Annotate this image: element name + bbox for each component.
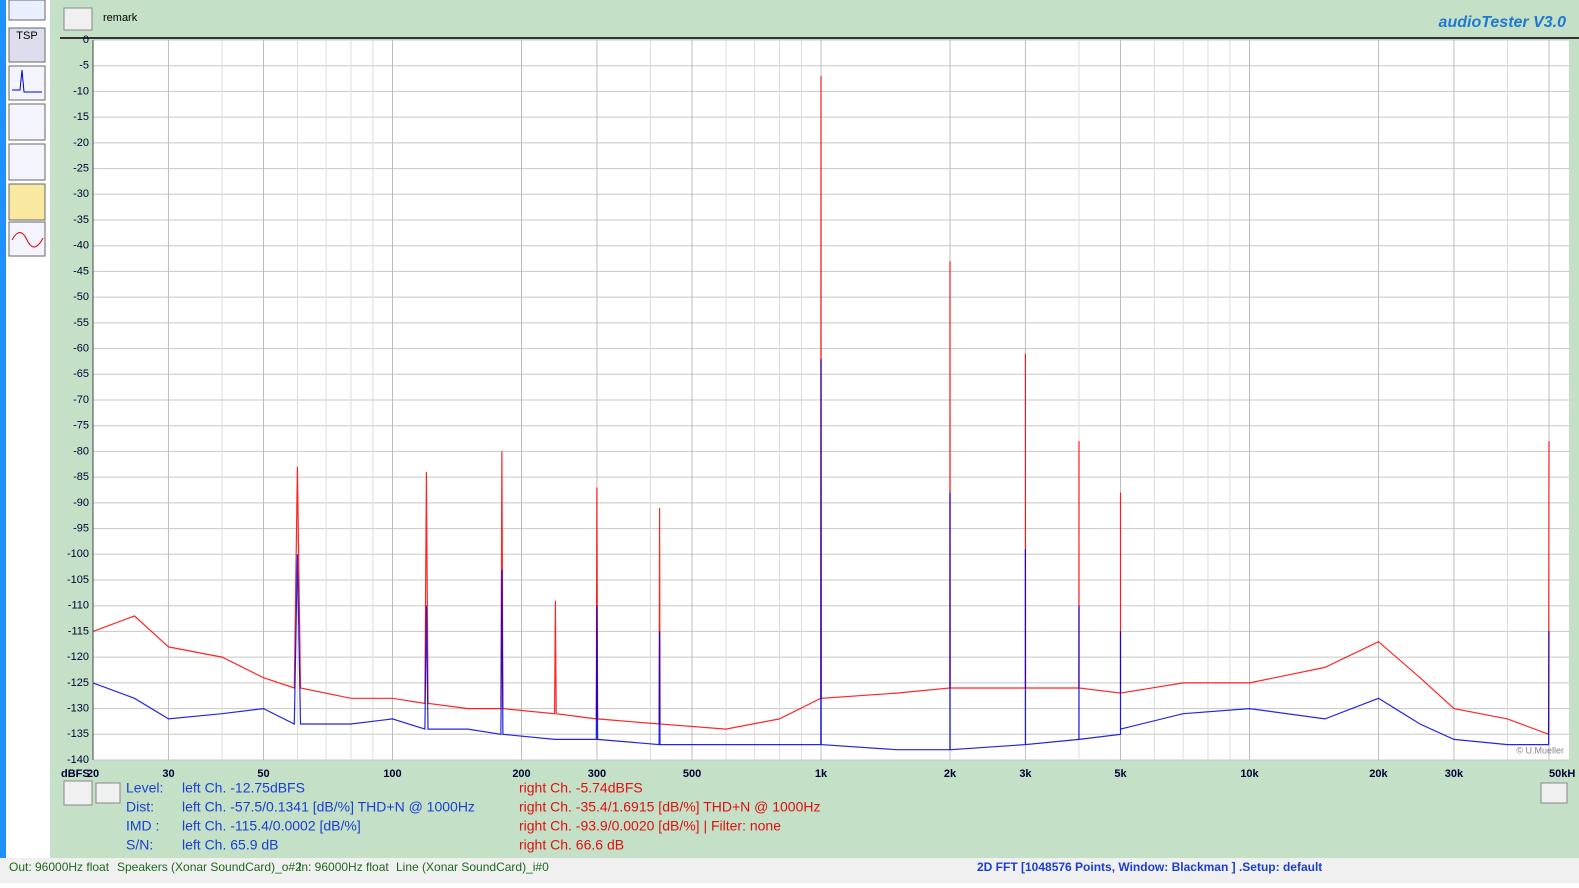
y-tick-label: -90 <box>73 497 89 509</box>
x-tick-label: 500 <box>683 768 701 780</box>
y-tick-label: -100 <box>67 548 89 560</box>
y-tick-label: -5 <box>79 60 89 72</box>
info-right: right Ch. -35.4/1.6915 [dB/%] THD+N @ 10… <box>519 799 821 815</box>
remark: remark <box>103 12 138 24</box>
texts: 0 -5 -10 -15 -20 -25 -30 -35 -40 -45 -50 -55 -60 -65 -… <box>9 34 1575 874</box>
status-item: Speakers (Xonar SoundCard)_o#2 <box>117 860 302 874</box>
x-tick-label: 50kH <box>1549 768 1575 780</box>
tool-icon[interactable] <box>8 143 46 181</box>
tool-icons[interactable] <box>8 0 46 257</box>
y-tick-label: -35 <box>73 214 89 226</box>
tool-label: TSP <box>16 30 37 42</box>
info-label: S/N: <box>126 837 153 853</box>
y-tick-label: -20 <box>73 137 89 149</box>
info-left: left Ch. -57.5/0.1341 [dB/%] THD+N @ 100… <box>182 799 475 815</box>
y-tick-label: -85 <box>73 471 89 483</box>
side-bar <box>0 0 6 858</box>
y-tick-label: -45 <box>73 265 89 277</box>
y-tick-label: -65 <box>73 368 89 380</box>
icon-wave <box>12 69 42 93</box>
tool-icon[interactable] <box>8 65 46 101</box>
scroll-button[interactable] <box>1540 782 1568 804</box>
y-tick-label: -40 <box>73 240 89 252</box>
y-tick-label: -60 <box>73 342 89 354</box>
y-tick-label: -50 <box>73 291 89 303</box>
info-left: left Ch. 65.9 dB <box>182 837 279 853</box>
info-left: left Ch. -115.4/0.0002 [dB/%] <box>182 818 361 834</box>
tool-icon[interactable] <box>8 27 46 63</box>
x-tick-label: 10k <box>1240 768 1259 780</box>
y-tick-label: -55 <box>73 317 89 329</box>
spin-button[interactable] <box>63 7 93 31</box>
copyright: © U.Mueller <box>1516 745 1564 755</box>
info-label: Level: <box>126 780 163 796</box>
y-tick-label: -95 <box>73 522 89 534</box>
spin-button[interactable] <box>63 780 93 806</box>
y-tick-label: -30 <box>73 188 89 200</box>
y-axis-label: dBFS <box>61 768 90 780</box>
y-tick-label: -135 <box>67 728 89 740</box>
y-tick-label: -105 <box>67 574 89 586</box>
grid <box>92 39 1569 761</box>
y-tick-label: -130 <box>67 702 89 714</box>
info-label: IMD : <box>126 818 159 834</box>
app-title: audioTester V3.0 <box>1439 14 1567 31</box>
y-tick-label: -25 <box>73 162 89 174</box>
trace <box>92 358 1550 751</box>
info-left: left Ch. -12.75dBFS <box>182 780 305 796</box>
tool-icon[interactable] <box>8 103 46 141</box>
y-tick-label: -70 <box>73 394 89 406</box>
x-tick-label: 5k <box>1114 768 1127 780</box>
toolbar <box>0 0 50 858</box>
x-tick-label: 20 <box>87 768 99 780</box>
x-tick-label: 200 <box>512 768 530 780</box>
x-tick-label: 30k <box>1445 768 1464 780</box>
y-tick-label: -80 <box>73 445 89 457</box>
info-right: right Ch. -5.74dBFS <box>519 780 643 796</box>
info-label: Dist: <box>126 799 154 815</box>
y-tick-label: -75 <box>73 420 89 432</box>
x-tick-label: 2k <box>944 768 957 780</box>
x-tick-label: 300 <box>588 768 606 780</box>
traces <box>92 75 1550 751</box>
y-tick-label: -140 <box>67 754 89 766</box>
y-tick-label: -10 <box>73 85 89 97</box>
y-tick-label: -125 <box>67 677 89 689</box>
info-right: right Ch. 66.6 dB <box>519 837 624 853</box>
x-tick-label: 50 <box>257 768 269 780</box>
icon-wave <box>11 232 44 248</box>
status-item: Out: 96000Hz float <box>9 860 110 874</box>
status-item: Line (Xonar SoundCard)_i#0 <box>396 860 549 874</box>
status-item: In: 96000Hz float <box>298 860 389 874</box>
y-tick-label: 0 <box>83 34 89 46</box>
y-tick-label: -120 <box>67 651 89 663</box>
scroll-button[interactable] <box>95 782 121 804</box>
tool-icon[interactable] <box>8 221 46 257</box>
x-tick-label: 100 <box>383 768 401 780</box>
y-tick-label: -110 <box>68 600 89 612</box>
y-tick-label: -15 <box>73 111 89 123</box>
x-tick-label: 1k <box>815 768 828 780</box>
status-bar <box>0 858 1579 883</box>
tool-icon[interactable] <box>8 183 46 221</box>
status-fft: 2D FFT [1048576 Points, Window: Blackman… <box>977 860 1322 874</box>
info-right: right Ch. -93.9/0.0020 [dB/%] | Filter: … <box>519 818 781 834</box>
tool-icon[interactable] <box>8 0 46 21</box>
x-tick-label: 20k <box>1369 768 1388 780</box>
x-tick-label: 3k <box>1019 768 1032 780</box>
x-tick-label: 30 <box>162 768 174 780</box>
trace <box>92 75 1550 736</box>
y-tick-label: -115 <box>68 625 89 637</box>
